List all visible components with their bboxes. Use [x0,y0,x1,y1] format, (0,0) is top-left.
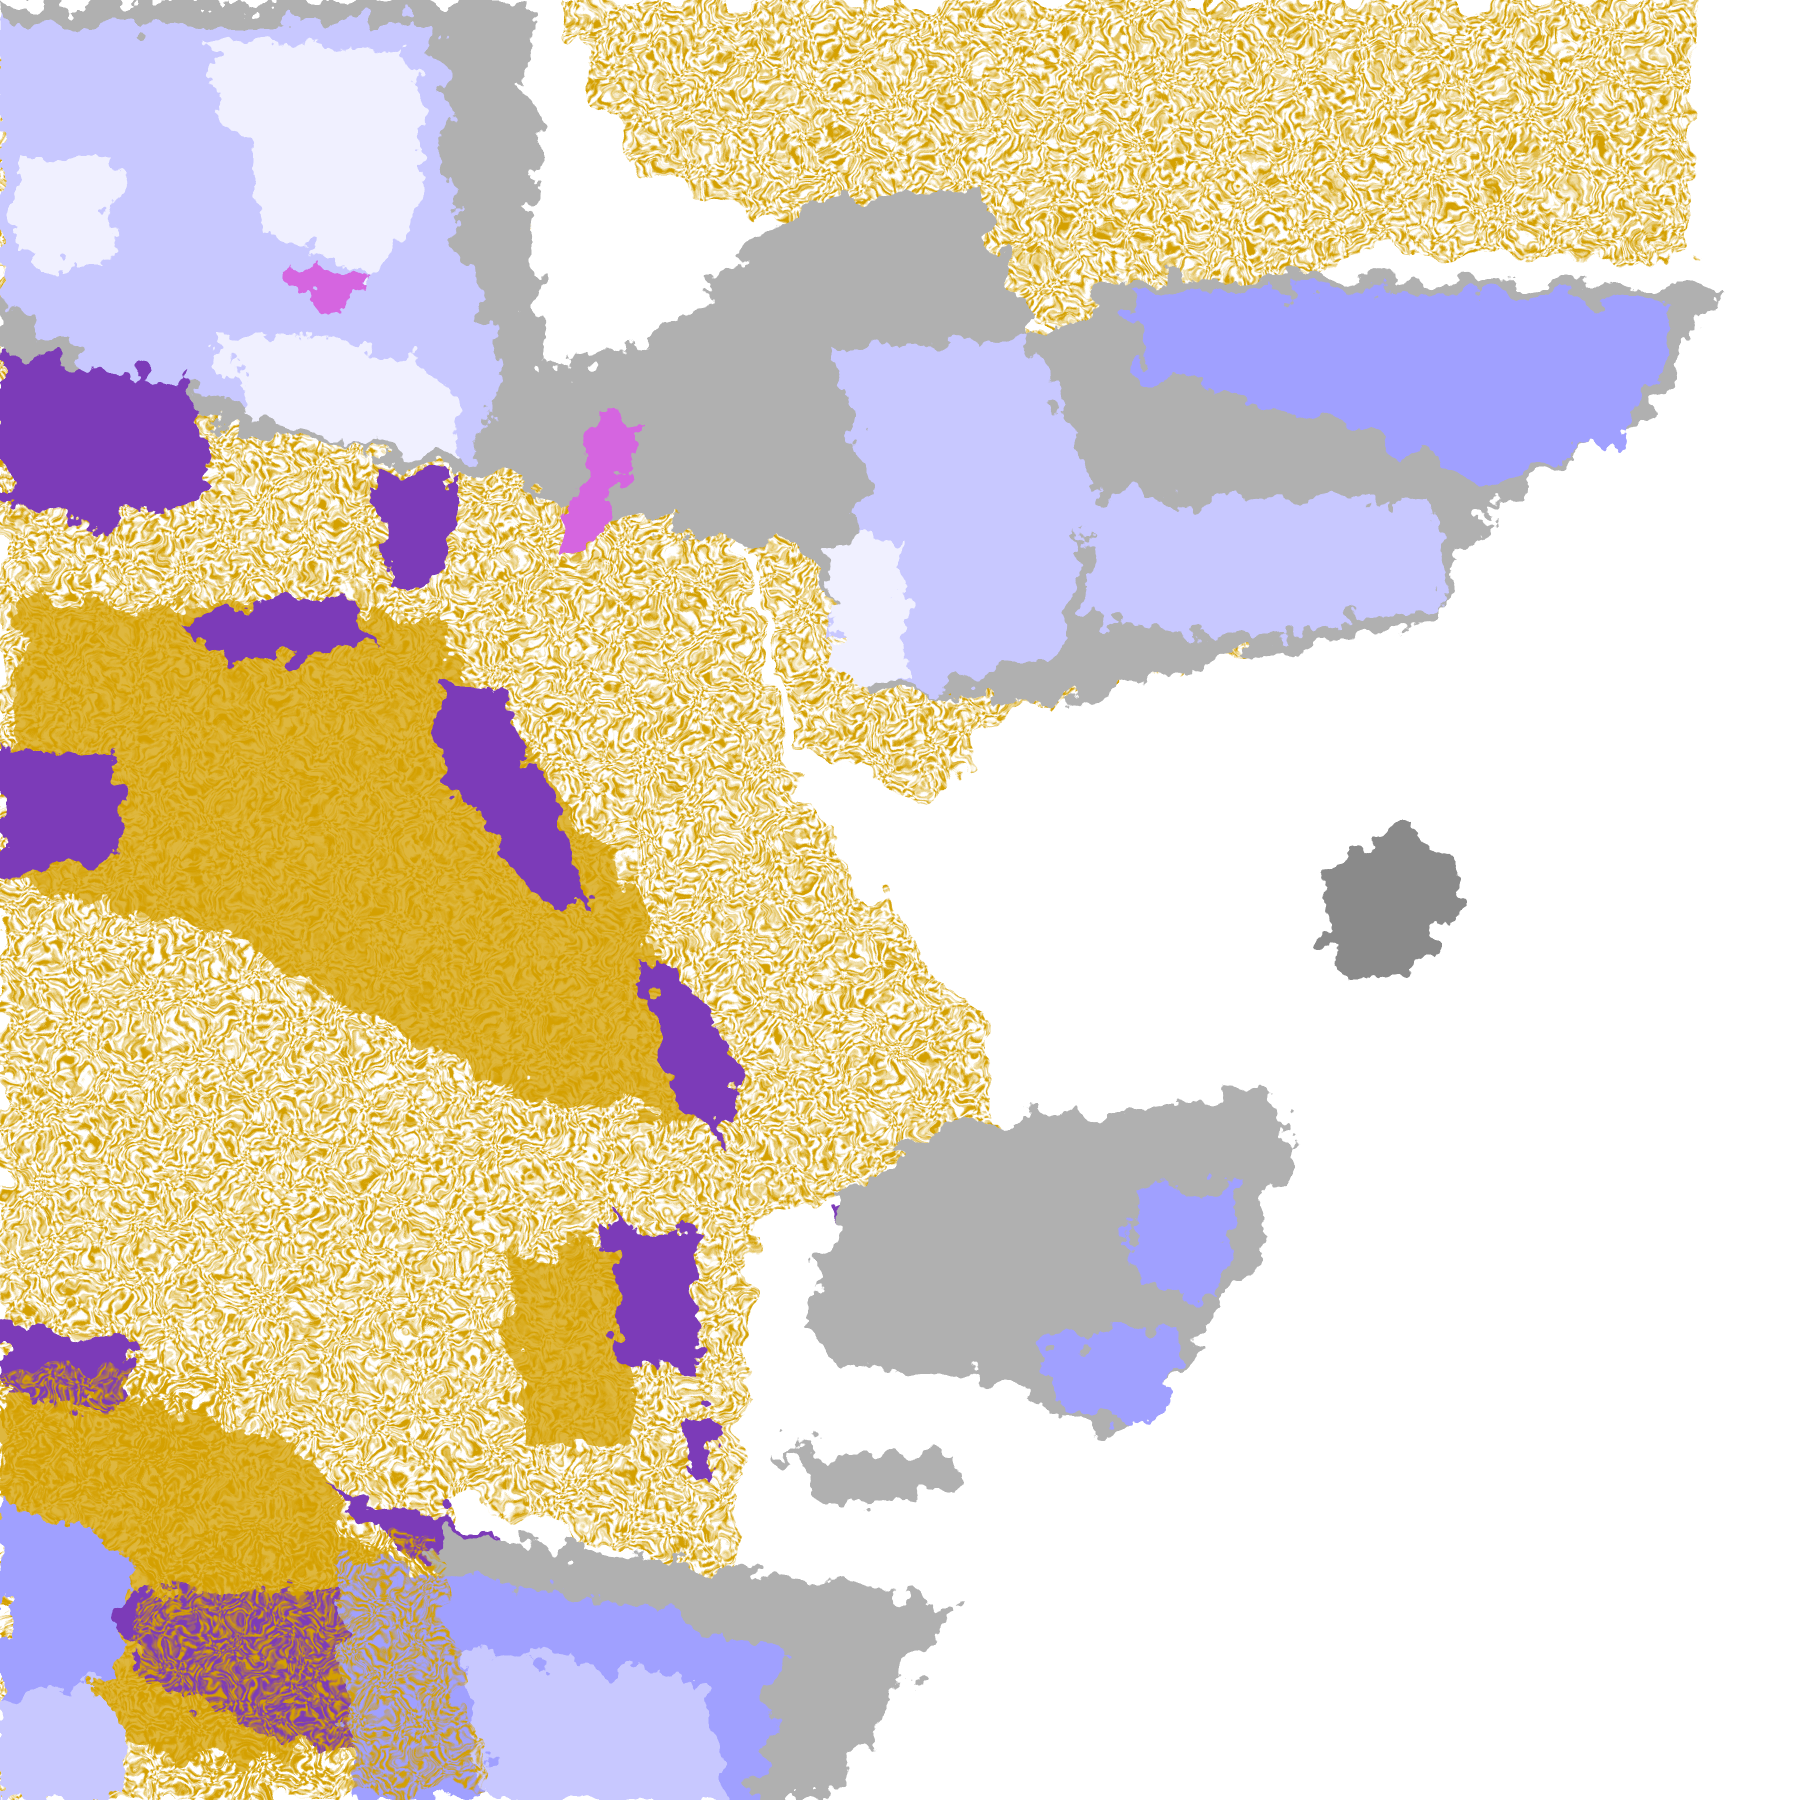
pur-patch [642,952,735,1148]
cloud-class-layer [0,0,1722,701]
lavl-patch [826,539,907,678]
lavl-patch [218,332,460,460]
purple-region-northwest [0,355,219,529]
south-cloud-layer [0,826,1458,1800]
mag-patch [562,413,643,552]
magenta-class-layer [298,264,643,552]
gold-patch [0,596,712,1125]
gold-overlay-southwest [0,1366,483,1800]
purple-region-south [608,1216,701,1378]
gray-patch-east [1320,826,1458,976]
lav-patch [459,1653,735,1800]
peri-patch [1125,1182,1240,1309]
light-cloud-northwest [206,45,425,276]
purple-region-strip [436,677,586,907]
pur-patch [0,746,127,873]
mag-patch [298,264,368,310]
peri-patch [0,1503,138,1722]
gold-patch [137,1515,483,1800]
gold-patch [0,1366,230,1516]
pur-patch [686,1411,724,1476]
lav-patch [1079,493,1447,643]
peri-patch [1033,1331,1183,1424]
pur-patch [378,470,460,586]
periwinkle-cloud-east [1125,286,1677,483]
lav-patch [0,1676,127,1800]
gray-patch [780,1446,965,1504]
pur-patch [183,596,368,666]
lavl-patch [22,149,115,265]
gold-patch [505,1239,643,1447]
gold-region-north [551,0,1699,345]
